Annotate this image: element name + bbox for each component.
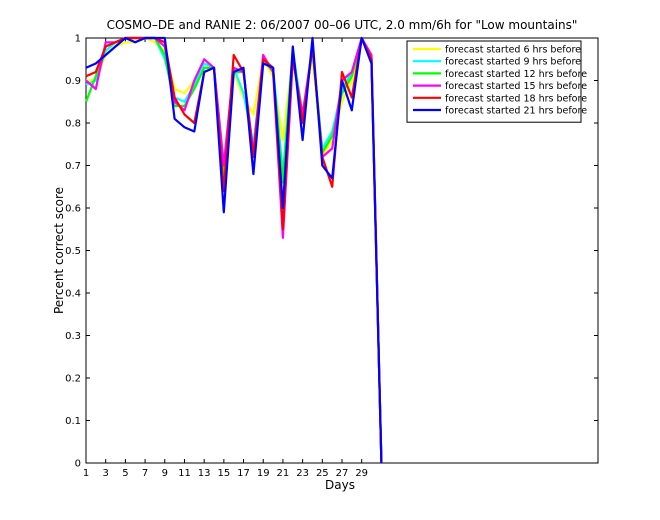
series-line-4 (85, 36, 383, 464)
legend-label: forecast started 18 hrs before (445, 93, 587, 104)
x-tick-label: 17 (237, 468, 250, 479)
x-tick-label: 25 (316, 468, 329, 479)
x-tick-label: 3 (103, 468, 109, 479)
series-line-5 (85, 36, 383, 464)
legend-label: forecast started 9 hrs before (445, 57, 581, 68)
legend-label: forecast started 15 hrs before (445, 81, 587, 92)
x-tick-label: 11 (178, 468, 191, 479)
y-axis-title: Percent correct score (52, 187, 66, 314)
series-line-2 (85, 36, 383, 464)
y-tick-label: 0.7 (65, 161, 81, 172)
x-axis-title: Days (325, 478, 355, 492)
x-tick-label: 7 (142, 468, 148, 479)
y-tick-label: 0.8 (65, 119, 81, 130)
x-tick-label: 29 (355, 468, 368, 479)
y-tick-label: 0.6 (65, 204, 81, 215)
chart-title: COSMO–DE and RANIE 2: 06/2007 00–06 UTC,… (107, 18, 578, 32)
y-tick-label: 0.5 (65, 246, 81, 257)
x-tick-label: 23 (296, 468, 309, 479)
x-tick-label: 15 (217, 468, 230, 479)
y-tick-label: 0.2 (65, 374, 81, 385)
series-lines (84, 36, 383, 464)
y-tick-label: 0.3 (65, 331, 81, 342)
x-tick-label: 13 (198, 468, 211, 479)
x-tick-label: 9 (162, 468, 168, 479)
legend-label: forecast started 6 hrs before (445, 45, 581, 56)
x-tick-label: 21 (277, 468, 290, 479)
x-tick-label: 1 (83, 468, 89, 479)
y-tick-label: 1 (75, 34, 81, 45)
series-line-6 (85, 36, 383, 464)
y-tick-label: 0.9 (65, 76, 81, 87)
legend-label: forecast started 12 hrs before (445, 69, 587, 80)
x-tick-label: 19 (257, 468, 270, 479)
series-line-3 (84, 36, 383, 464)
y-tick-label: 0.1 (65, 416, 81, 427)
y-tick-label: 0 (75, 459, 81, 470)
x-tick-label: 27 (336, 468, 349, 479)
y-tick-label: 0.4 (65, 289, 81, 300)
legend-label: forecast started 21 hrs before (445, 106, 587, 117)
legend-box (406, 40, 582, 123)
series-line-1 (86, 36, 383, 464)
x-tick-label: 5 (122, 468, 128, 479)
